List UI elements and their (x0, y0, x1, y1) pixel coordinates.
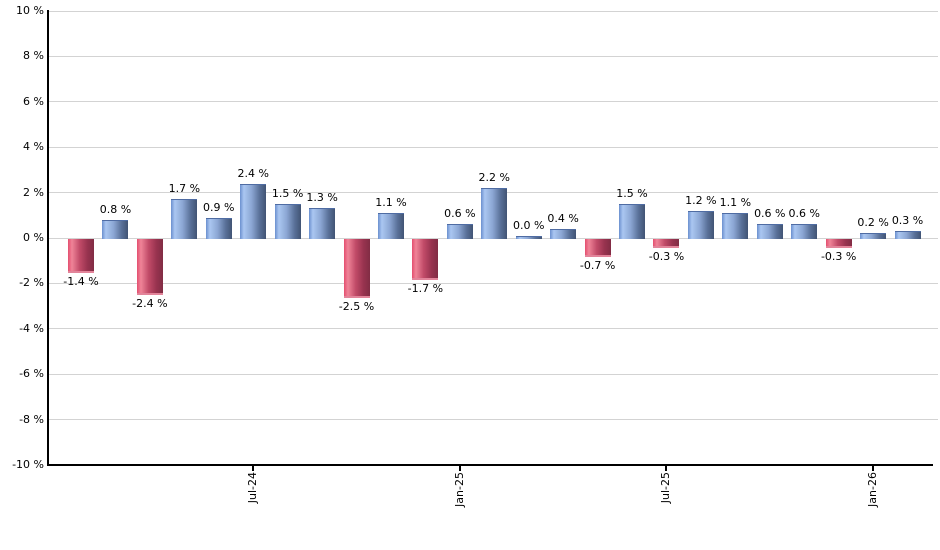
bar-value-label: 2.4 % (237, 166, 269, 180)
bar-0.0% (515, 236, 542, 239)
bar-1.5% (619, 203, 646, 239)
bar-0.6% (791, 224, 818, 239)
gridline (49, 419, 938, 421)
bar-value-label: 0.3 % (891, 214, 924, 228)
bar-value-label: 1.2 % (685, 193, 717, 207)
y-axis-tick-label: -10 % (12, 458, 44, 471)
bar-value-label: 0.0 % (512, 219, 545, 232)
x-axis-tick-label: Jul-25 (659, 472, 673, 504)
bar-value-label: 0.2 % (857, 216, 889, 230)
y-axis-tick-label: 2 % (23, 185, 44, 199)
bar--2.5% (343, 239, 370, 298)
bar-value-label: 1.1 % (375, 196, 407, 210)
gridline (49, 55, 938, 57)
gridline (49, 10, 938, 12)
gridline (49, 101, 938, 103)
y-axis-tick-label: -2 % (19, 276, 44, 290)
bar-value-label: 0.9 % (203, 200, 235, 214)
bar-value-label: 2.2 % (478, 171, 510, 185)
bar-value-label: -2.5 % (338, 299, 375, 313)
y-axis-tick-label: -8 % (19, 412, 44, 426)
bar-value-label: 1.5 % (271, 186, 304, 200)
bar--0.7% (584, 239, 611, 257)
x-axis-tick (458, 464, 461, 471)
y-axis (47, 10, 49, 466)
bar-2.4% (240, 183, 267, 239)
bar-value-label: 1.7 % (168, 182, 201, 196)
gridline (49, 373, 938, 375)
y-axis-tick-label: 8 % (23, 49, 44, 63)
bar-1.3% (309, 208, 336, 239)
bar-value-label: -1.4 % (63, 274, 99, 288)
bar-0.3% (894, 231, 921, 239)
bar-value-label: -0.7 % (579, 258, 616, 272)
bar--2.4% (136, 239, 163, 296)
y-axis-tick-label: -4 % (19, 321, 44, 335)
bar-value-label: 0.6 % (444, 207, 476, 221)
bar--1.7% (412, 239, 439, 280)
y-axis-tick-label: 4 % (23, 140, 44, 154)
y-axis-tick-label: 6 % (23, 94, 44, 108)
x-axis-tick-label: Jul-24 (246, 472, 260, 504)
bar-value-label: 0.4 % (547, 211, 579, 225)
bar-0.2% (860, 233, 887, 239)
bar-value-label: 1.5 % (616, 186, 648, 200)
bar-0.8% (102, 219, 129, 239)
bar-2.2% (481, 188, 508, 239)
bar-1.5% (274, 203, 301, 239)
x-axis (47, 463, 933, 466)
bar-0.6% (756, 224, 783, 239)
bar-1.7% (171, 199, 198, 239)
bar-1.1% (722, 213, 749, 239)
x-axis-tick (665, 464, 668, 471)
x-axis-tick-label: Jan-26 (866, 472, 880, 507)
bar-value-label: -2.4 % (132, 297, 168, 311)
bar-value-label: -0.3 % (820, 249, 857, 263)
bar--0.3% (825, 239, 852, 248)
bar-0.6% (446, 224, 473, 239)
y-axis-tick-label: -6 % (19, 367, 44, 381)
x-axis-tick (872, 464, 875, 471)
bar-0.9% (205, 217, 232, 239)
bar-1.1% (377, 213, 404, 239)
bar-value-label: 0.6 % (754, 207, 786, 221)
bar-value-label: 0.8 % (99, 202, 132, 216)
y-axis-tick-label: 10 % (16, 4, 44, 17)
bar-value-label: 1.1 % (719, 196, 752, 210)
bar--1.4% (68, 239, 94, 273)
x-axis-tick-label: Jan-25 (452, 472, 466, 507)
gridline (49, 282, 938, 284)
bar-value-label: -1.7 % (407, 281, 444, 295)
bar-value-label: 1.3 % (306, 191, 338, 205)
bar-0.4% (550, 228, 577, 239)
y-axis-tick-label: 0 % (23, 231, 44, 244)
bar-value-label: -0.3 % (648, 249, 685, 263)
gridline (49, 146, 938, 148)
gridline (49, 328, 938, 330)
x-axis-tick (252, 464, 255, 471)
bar-1.2% (687, 210, 714, 239)
bar--0.3% (653, 239, 680, 248)
bar-value-label: 0.6 % (788, 207, 820, 221)
